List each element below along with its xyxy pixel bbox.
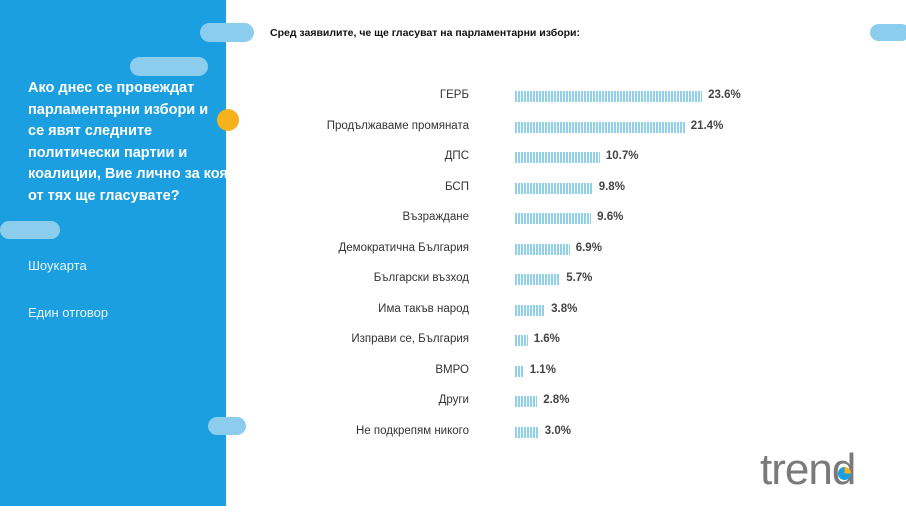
- category-label: Други: [438, 394, 469, 406]
- value-label: 3.8%: [551, 302, 578, 315]
- value-label: 1.1%: [529, 363, 556, 376]
- decor-pill: [0, 221, 60, 239]
- decor-pill: [130, 57, 208, 76]
- bar: [515, 152, 600, 163]
- category-label: ДПС: [444, 150, 469, 162]
- value-label: 10.7%: [605, 150, 639, 162]
- bar: [515, 365, 524, 377]
- category-label: Има такъв народ: [378, 302, 469, 315]
- value-label: 1.6%: [533, 333, 560, 345]
- value-label: 9.8%: [598, 180, 625, 193]
- category-label: ГЕРБ: [439, 89, 469, 101]
- value-label: 2.8%: [543, 394, 570, 406]
- bar: [515, 426, 539, 438]
- category-label: ВМРО: [435, 363, 469, 376]
- logo-pie-icon: [837, 467, 851, 480]
- left-panel: [0, 0, 226, 506]
- category-label: Не подкрепям никого: [355, 424, 469, 437]
- decor-pill: [208, 417, 246, 435]
- category-label: Възраждане: [402, 211, 469, 223]
- accent-dot: [217, 109, 239, 131]
- value-label: 23.6%: [708, 89, 741, 101]
- answer-type-text: Един отговор: [28, 305, 109, 320]
- category-label: Български възход: [373, 272, 469, 284]
- bar: [515, 121, 685, 133]
- trend-logo: trend: [760, 445, 856, 495]
- method-text: Шоукарта: [28, 258, 87, 273]
- bar: [515, 396, 538, 407]
- decor-pill: [870, 24, 906, 41]
- value-label: 5.7%: [566, 272, 593, 284]
- bar: [515, 182, 593, 194]
- bar: [515, 91, 703, 102]
- bar: [515, 274, 561, 285]
- chart-title: Сред заявилите, че ще гласуват на парлам…: [270, 27, 580, 39]
- question-text: Ако днес се провеждат парламентарни избо…: [28, 80, 228, 204]
- bar: [515, 335, 528, 346]
- bar: [515, 304, 546, 316]
- bar: [515, 243, 570, 255]
- value-label: 9.6%: [597, 211, 624, 223]
- value-label: 21.4%: [690, 119, 724, 132]
- category-label: БСП: [445, 180, 469, 193]
- bar: [515, 213, 592, 224]
- category-label: Изправи се, България: [351, 333, 469, 345]
- value-label: 6.9%: [575, 241, 602, 254]
- category-label: Продължаваме промяната: [326, 119, 469, 132]
- decor-pill: [200, 23, 254, 42]
- category-label: Демократична България: [338, 241, 469, 254]
- value-label: 3.0%: [544, 424, 571, 437]
